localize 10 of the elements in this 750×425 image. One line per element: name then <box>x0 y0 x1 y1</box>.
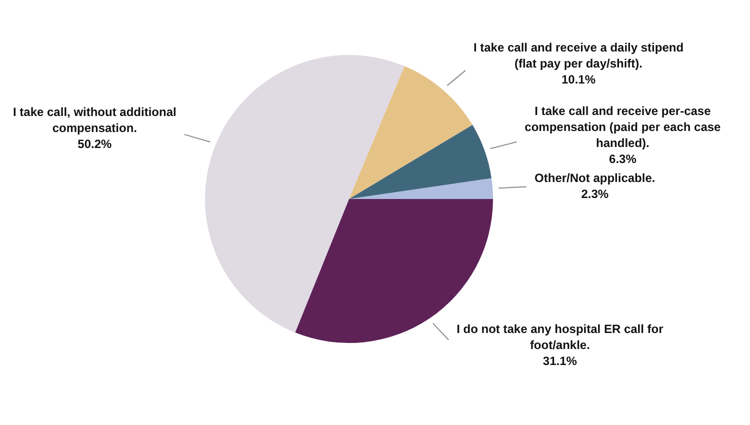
data-label: 10.1% <box>561 72 596 87</box>
slice-label: I take call, without additional compensation. <box>12 104 176 135</box>
data-label: 31.1% <box>542 354 578 368</box>
slice-label: I take call and receive a daily stipend (flat pay per day/shift). <box>473 40 684 71</box>
data-label: 2.3% <box>581 187 609 202</box>
slice-label: Other/Not applicable. <box>534 171 656 186</box>
slice-label: I do not take any hospital ER call for foot/ankle. <box>456 322 664 352</box>
data-label: 50.2% <box>78 136 112 151</box>
slice-label: I take call and receive per-case compensation (paid per each case handled). <box>524 104 722 150</box>
data-label: 6.3% <box>609 152 637 166</box>
